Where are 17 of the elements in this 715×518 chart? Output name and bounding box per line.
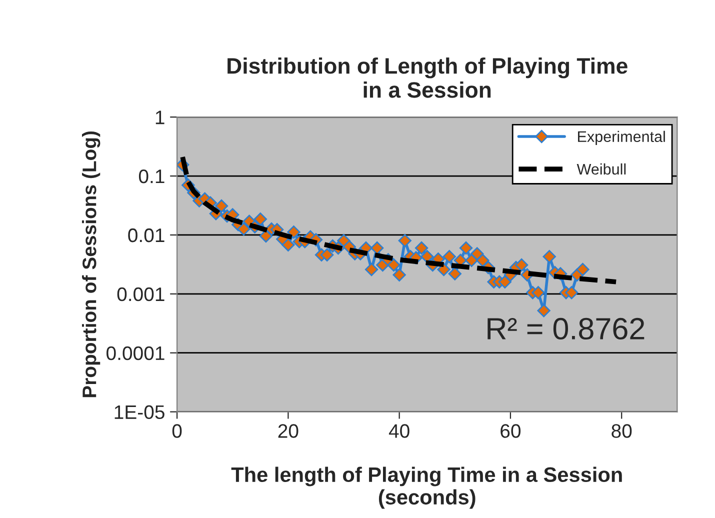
annotation: R² = 0.8762 bbox=[488, 318, 644, 340]
x-tick-label: 80 bbox=[612, 424, 632, 438]
y-tick-label: 0.0001 bbox=[106, 346, 164, 360]
x-tick-label: 60 bbox=[500, 424, 521, 438]
legend-label: Experimental bbox=[578, 130, 665, 146]
y-tick-label: 1E-05 bbox=[114, 405, 164, 420]
y-tick-label: 0.001 bbox=[117, 287, 164, 302]
x-tick-label: 0 bbox=[172, 424, 182, 438]
y-tick-label: 0.01 bbox=[128, 228, 164, 242]
y-axis-title: Proportion of Sessions (Log) bbox=[82, 131, 100, 398]
x-tick-label: 40 bbox=[388, 424, 410, 438]
legend-label: Weibull bbox=[576, 163, 626, 175]
x-axis-title: The length of Playing Time in a Session (seconds) bbox=[231, 466, 622, 509]
chart-title: Distribution of Length of Playing Time in a Session bbox=[228, 57, 628, 98]
x-tick-label: 20 bbox=[278, 424, 298, 438]
y-tick-label: 1 bbox=[156, 110, 164, 124]
y-tick-label: 0.1 bbox=[138, 169, 164, 184]
